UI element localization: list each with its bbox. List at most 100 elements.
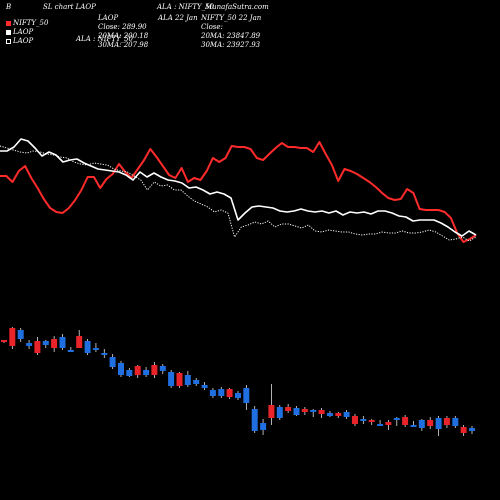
legend: NIFTY_50 LAOP LAOP xyxy=(6,19,48,46)
candle-body xyxy=(151,365,158,375)
candle xyxy=(59,334,66,350)
candle-body xyxy=(9,328,16,346)
stats-left-close: Close: 289.90 xyxy=(98,23,147,31)
candle-body xyxy=(17,330,24,339)
candle xyxy=(151,362,158,378)
candle xyxy=(101,349,108,358)
stats-right-close: Close: xyxy=(201,23,223,31)
stats-mid-top: ALA 22 Jan xyxy=(158,14,198,22)
candle xyxy=(235,391,241,400)
legend-swatch xyxy=(6,38,11,44)
legend-item-nifty: NIFTY_50 xyxy=(6,19,48,28)
candle xyxy=(310,409,317,417)
candle xyxy=(276,405,283,420)
candle-body xyxy=(42,341,49,345)
candle-body xyxy=(184,375,191,385)
candle-body xyxy=(34,341,41,353)
candle-body xyxy=(176,373,183,386)
legend-label: NIFTY_50 xyxy=(13,19,49,27)
candle-body xyxy=(201,385,208,388)
candle-body xyxy=(76,336,83,348)
candle-body xyxy=(293,408,300,415)
legend-swatch xyxy=(6,29,11,35)
candle xyxy=(92,343,99,352)
candle-body xyxy=(427,420,434,426)
legend-label: LAOP xyxy=(13,37,34,45)
candle xyxy=(335,412,342,418)
candle xyxy=(26,340,33,349)
candle xyxy=(1,340,7,343)
candle-body xyxy=(92,348,99,350)
legend-item-laop-2: LAOP xyxy=(6,37,48,46)
stats-mid-bottom: ALA : NIFTY_50 xyxy=(76,35,134,43)
stats-right-ma30: 30MA: 23927.93 xyxy=(201,41,261,49)
candle xyxy=(318,408,325,418)
candle xyxy=(343,410,350,419)
candle xyxy=(469,426,475,434)
candle xyxy=(268,384,275,425)
stats-left-name: LAOP xyxy=(98,14,119,22)
candle-body xyxy=(84,341,91,353)
candle-body xyxy=(310,410,317,412)
series-line-0 xyxy=(0,141,477,243)
candle xyxy=(209,388,216,398)
candle-body xyxy=(443,418,450,425)
candle-body xyxy=(352,416,358,424)
candle xyxy=(435,416,442,436)
series-line-1 xyxy=(0,138,477,237)
candle xyxy=(17,328,24,342)
candle-body xyxy=(326,413,333,416)
candle-body xyxy=(343,412,350,417)
candle-body xyxy=(59,337,66,348)
stats-right-ma20: 20MA: 23847.89 xyxy=(201,32,261,40)
right-title: ALA : NIFTY_50 xyxy=(157,3,215,11)
candlestick-group xyxy=(1,327,475,436)
line-series-group xyxy=(0,138,477,243)
candle-body xyxy=(402,417,409,425)
candle-body xyxy=(469,428,475,431)
candle-body xyxy=(301,409,308,412)
candle xyxy=(34,337,41,355)
candle-body xyxy=(134,366,141,375)
candle-body xyxy=(168,372,175,386)
candle xyxy=(243,385,250,410)
candle-body xyxy=(235,393,241,398)
candle-body xyxy=(26,343,33,346)
candle xyxy=(168,370,175,388)
candle xyxy=(352,414,358,426)
candle xyxy=(201,382,208,390)
candle xyxy=(176,372,183,388)
candle xyxy=(385,420,392,430)
candle-body xyxy=(126,370,133,376)
candle xyxy=(410,421,417,427)
candle xyxy=(251,406,258,433)
candle-body xyxy=(226,389,233,397)
candle-body xyxy=(193,380,200,384)
candle-body xyxy=(410,425,417,427)
stats-left: LAOP Close: 289.90 20MA: 200.18 30MA: 20… xyxy=(98,14,148,50)
candle xyxy=(368,419,375,425)
candle-body xyxy=(218,389,225,396)
candle-body xyxy=(243,388,250,403)
candle-body xyxy=(101,353,108,355)
legend-swatch xyxy=(6,20,11,26)
candle xyxy=(9,327,16,349)
candle-body xyxy=(360,419,367,421)
candle xyxy=(42,340,49,348)
candle xyxy=(193,378,200,386)
site-name: MunafaSutra.com xyxy=(205,3,269,11)
candle xyxy=(134,365,141,378)
candle-body xyxy=(260,423,267,430)
candle xyxy=(293,406,300,416)
candle-body xyxy=(1,340,7,342)
candle xyxy=(76,330,83,348)
candle xyxy=(427,417,434,429)
candle-body xyxy=(435,418,442,429)
candle-body xyxy=(377,424,384,426)
candle xyxy=(109,354,116,369)
candle-body xyxy=(51,339,58,348)
candle-body xyxy=(268,405,275,418)
candle xyxy=(118,361,124,377)
candle-body xyxy=(251,409,258,431)
